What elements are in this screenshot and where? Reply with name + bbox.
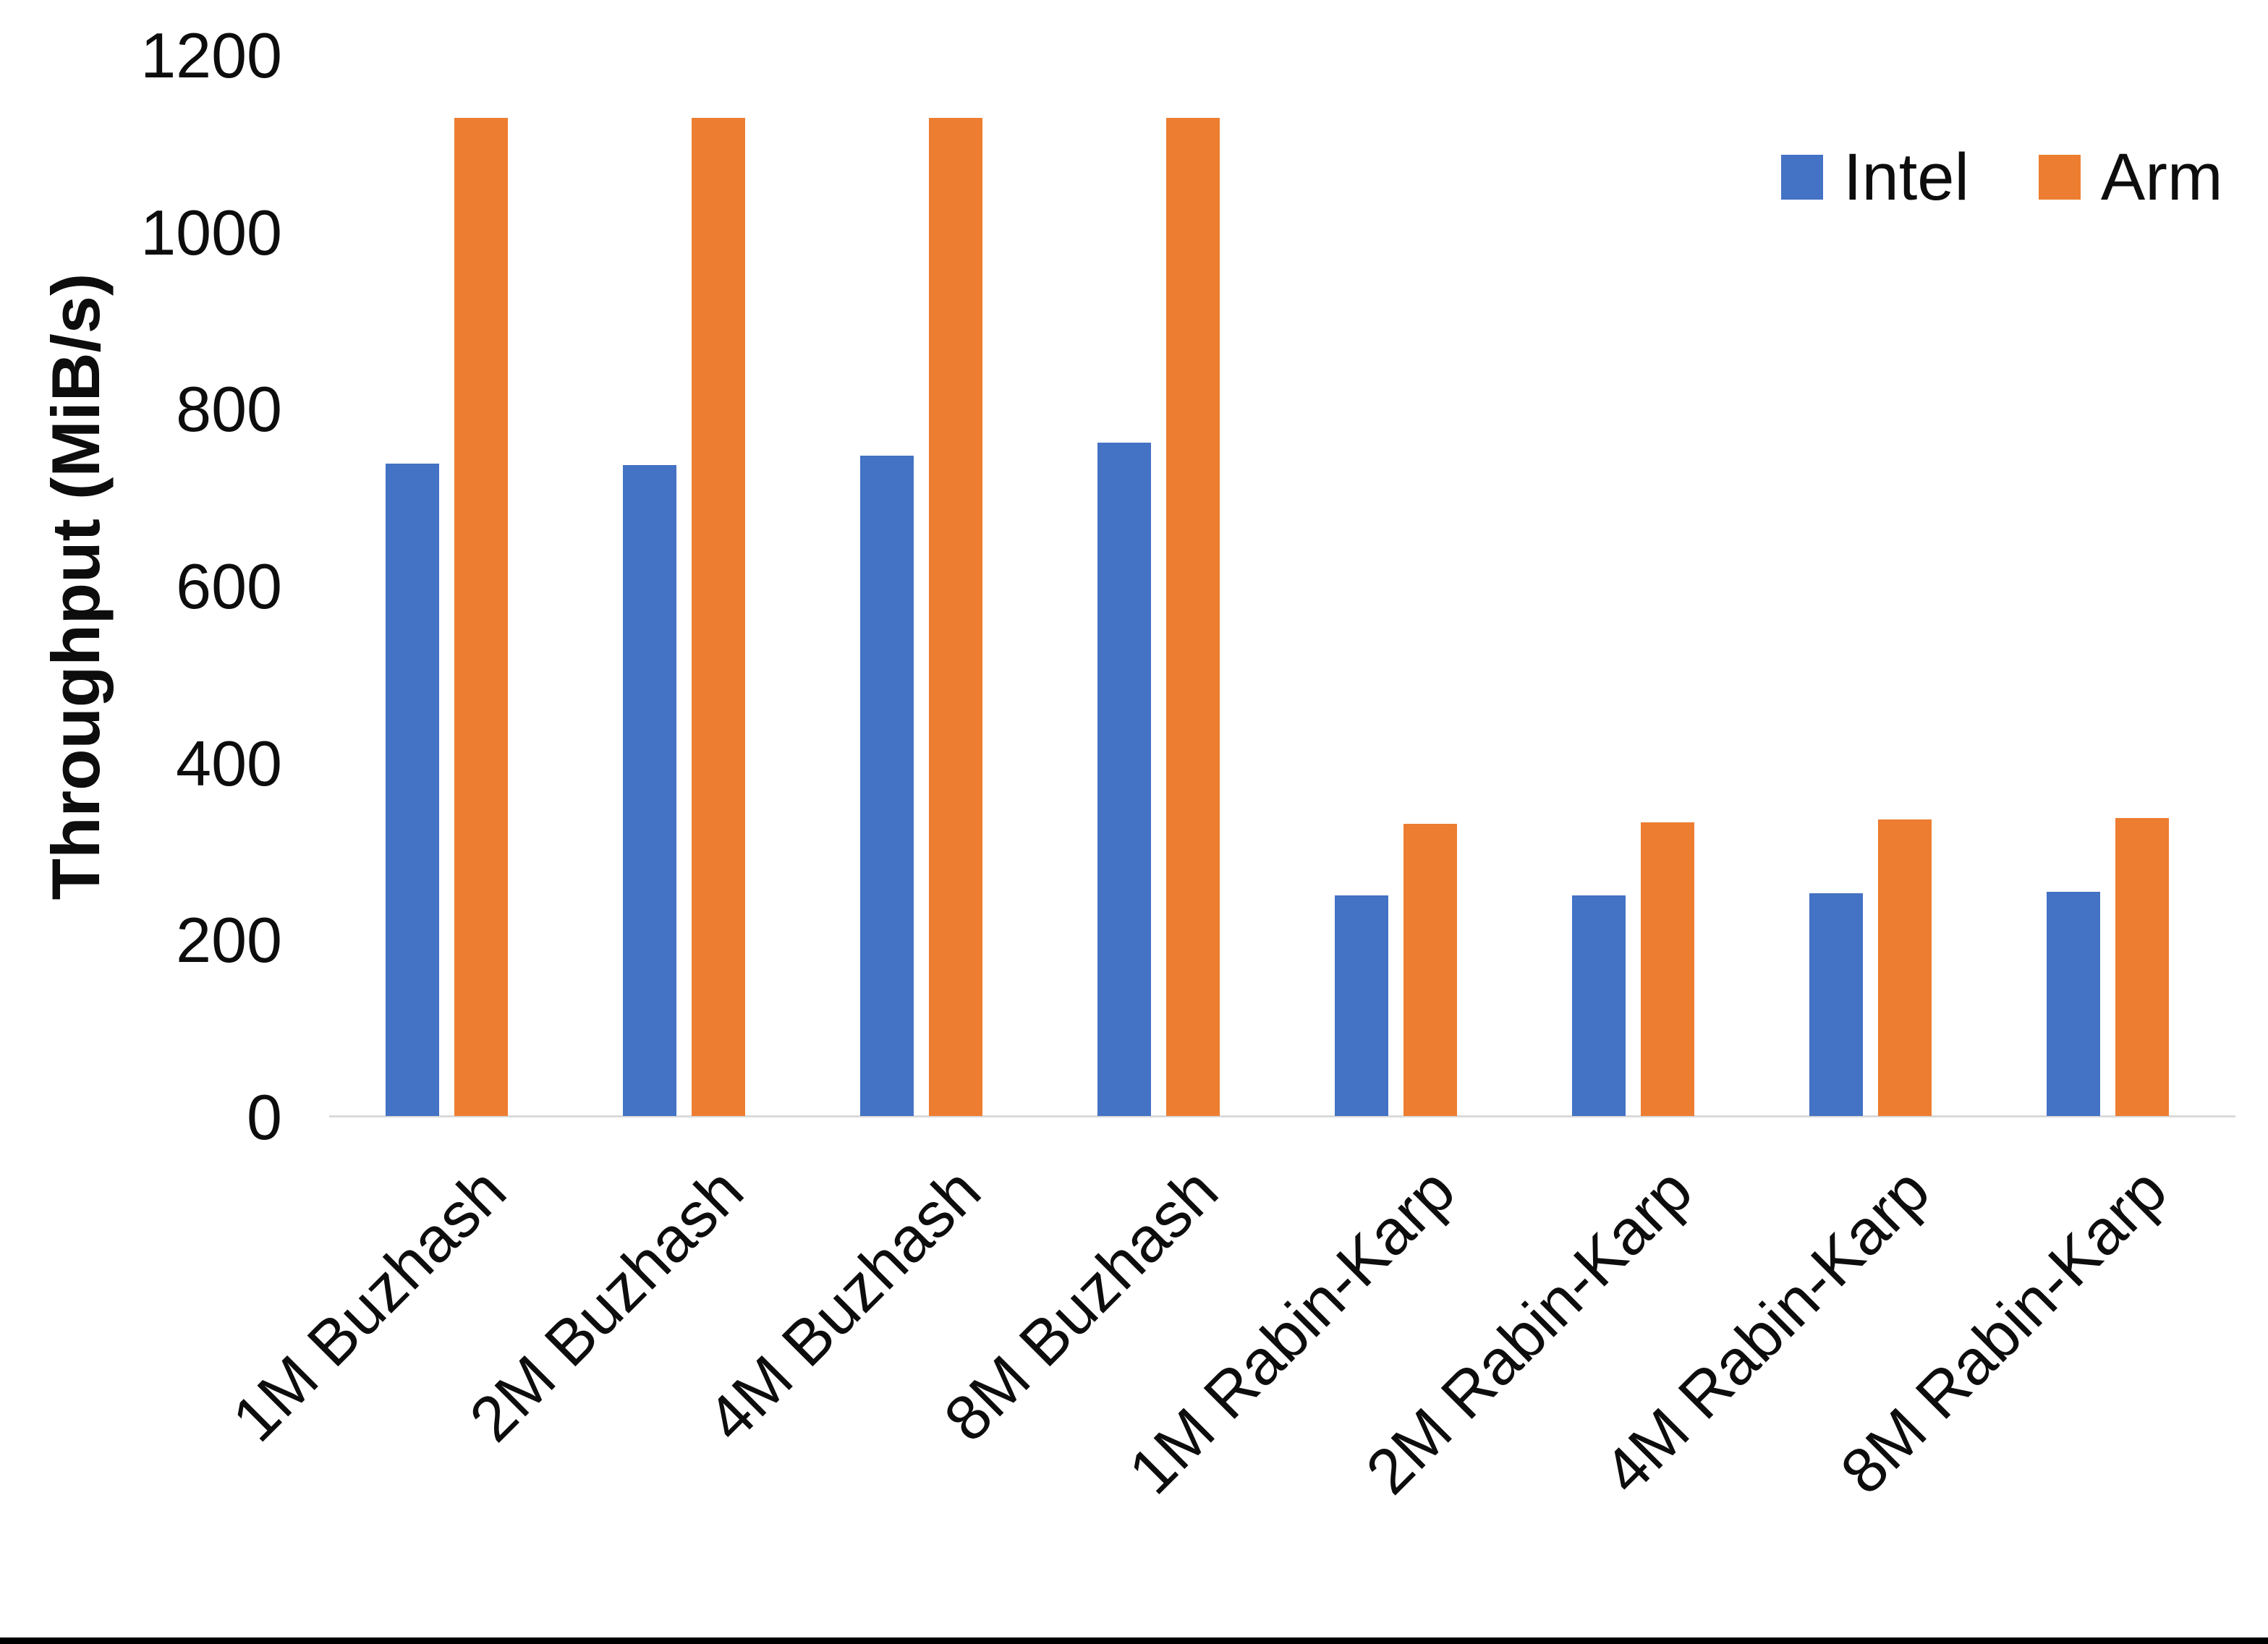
legend-item-arm: Arm xyxy=(2038,140,2223,214)
bar-intel xyxy=(386,464,439,1116)
bar-arm xyxy=(1166,118,1220,1116)
legend-item-intel: Intel xyxy=(1781,142,1969,212)
bar-intel xyxy=(1572,895,1626,1116)
bar-arm xyxy=(929,118,982,1116)
bar-arm xyxy=(692,118,745,1116)
bar-intel xyxy=(2047,892,2100,1116)
y-axis-tick-label: 400 xyxy=(176,727,282,799)
legend: Intel Arm xyxy=(1781,142,2223,212)
bar-intel xyxy=(1809,893,1863,1116)
bar-arm xyxy=(1641,822,1694,1116)
y-axis-tick-label: 200 xyxy=(176,904,282,976)
x-axis-line xyxy=(329,1115,2235,1117)
legend-label: Arm xyxy=(2100,140,2223,214)
y-axis-tick-label: 800 xyxy=(176,373,282,446)
bar-intel xyxy=(860,456,914,1116)
bar-arm xyxy=(1878,819,1932,1116)
bar-arm xyxy=(454,118,508,1116)
legend-color-swatch xyxy=(2038,155,2081,200)
plot-area xyxy=(329,56,2235,1117)
bar-intel xyxy=(1097,443,1151,1116)
bar-arm xyxy=(2115,818,2169,1116)
y-axis-tick-label: 1000 xyxy=(140,196,282,268)
y-axis-tick-label: 0 xyxy=(247,1081,282,1153)
bottom-border xyxy=(0,1637,2268,1644)
y-axis-tick-label: 1200 xyxy=(140,20,282,91)
bar-intel xyxy=(1335,895,1388,1116)
bar-intel xyxy=(623,465,676,1116)
bar-arm xyxy=(1403,824,1457,1116)
legend-label: Intel xyxy=(1843,140,1969,214)
y-axis-tick-label: 600 xyxy=(176,550,282,622)
legend-color-swatch xyxy=(1781,155,1823,200)
